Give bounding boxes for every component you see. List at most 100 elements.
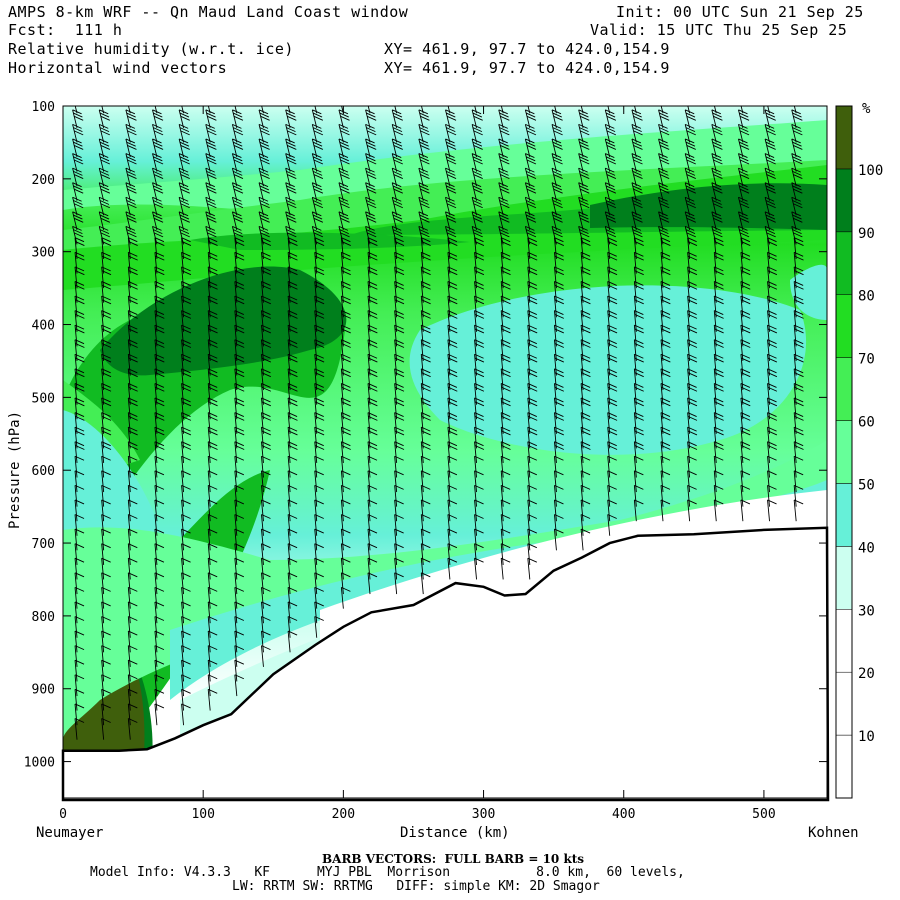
wind-barb-577 [447,455,458,478]
humidity-contour-16 [63,440,827,740]
wind-barb-601 [474,324,485,347]
wind-barb-427 [340,266,351,289]
colorbar-tick-8: 90 [858,226,875,242]
wind-barb-156 [154,441,165,463]
wind-barb-676 [527,455,538,478]
wind-barb-779 [631,138,643,158]
colorbar: 10 20 30 40 50 60 70 80 90 100 [835,105,883,799]
wind-barb-610 [474,455,484,478]
wind-barb-889 [713,470,724,493]
wind-barb-390 [314,266,325,289]
wind-barb-275 [234,310,245,332]
wind-barb-608 [474,426,485,449]
wind-barb-369 [287,514,298,536]
wind-barb-782 [631,182,643,201]
wind-barb-873 [713,237,724,260]
wind-barb-866 [711,138,723,158]
wind-barb-144 [154,266,165,289]
wind-barb-972 [793,412,804,434]
wind-barb-252 [207,586,218,609]
wind-barb-716 [578,109,590,128]
wind-barb-895 [738,138,750,158]
wind-barb-388 [314,237,325,260]
wind-barb-358 [287,353,298,376]
wind-barb-321 [261,382,272,405]
wind-barb-200 [181,455,191,478]
wind-barb-296 [234,616,245,638]
wind-barb-436 [340,397,351,420]
wind-barb-643 [500,455,511,478]
wind-barb-955 [791,167,803,187]
wind-barb-746 [607,106,616,114]
wind-barb-514 [394,528,404,551]
wind-barb-181 [178,182,190,201]
wind-barb-142 [154,237,165,260]
wind-barb-338 [261,630,271,653]
wind-barb-749 [604,138,617,158]
wind-barb-759 [607,281,618,303]
wind-barb-620 [498,123,510,143]
wind-barb-298 [234,645,245,667]
wind-barb-728 [580,281,591,303]
wind-barb-565 [447,281,458,303]
wind-barb-151 [154,368,165,391]
wind-barb-970 [793,382,804,405]
wind-barb-684 [554,106,563,114]
wind-barb-389 [314,251,325,274]
humidity-contour-7 [100,266,347,376]
x-axis-label: Distance (km) [400,825,510,841]
wind-barb-826 [660,397,671,420]
wind-barb-609 [474,441,485,463]
wind-barb-627 [498,225,510,245]
wind-barb-194 [181,368,192,391]
wind-barb-856 [687,412,698,434]
wind-barb-481 [367,543,378,565]
wind-barb-817 [660,266,671,289]
wind-barb-131 [127,718,138,740]
wind-barb-146 [154,295,165,318]
wind-barb-379 [311,109,324,128]
wind-barb-178 [178,138,190,158]
wind-barb-300 [234,674,245,697]
wind-barb-824 [660,368,671,391]
wind-barb-516 [394,557,404,580]
wind-barb-828 [660,426,671,449]
wind-barb-183 [178,211,190,230]
y-tick-label-0: 100 [32,100,55,115]
wind-barb-270 [234,237,245,260]
wind-barb-201 [181,470,191,493]
wind-barb-618 [500,106,510,114]
wind-barb-612 [474,484,484,507]
y-tick-label-7: 800 [32,610,55,625]
wind-barb-788 [633,266,644,289]
wind-barb-116 [127,499,138,522]
wind-barb-966 [793,324,804,347]
wind-barb-833 [660,499,671,522]
wind-barb-505 [394,397,405,420]
wind-barb-456 [365,182,377,201]
wind-barb-735 [580,382,591,405]
wind-barb-672 [527,397,538,420]
wind-barb-482 [367,557,378,580]
wind-barb-934 [767,281,778,303]
wind-barb-157 [154,455,165,478]
cross-section-xy-1: XY= 461.9, 97.7 to 424.0,154.9 [384,40,670,58]
wind-barb-561 [445,225,457,245]
wind-barb-26 [74,470,85,493]
wind-barb-626 [498,211,510,230]
wind-barb-718 [578,138,590,158]
wind-barb-851 [687,339,698,361]
wind-barb-135 [152,138,164,158]
wind-barb-978 [793,499,804,522]
wind-barb-435 [340,382,351,405]
wind-barb-109 [127,397,138,420]
wind-barb-804 [633,499,644,522]
wind-barb-678 [527,484,538,507]
wind-barb-422 [338,196,350,216]
wind-barb-39 [74,659,85,682]
wind-barb-688 [551,153,563,172]
wind-barb-855 [687,397,698,420]
wind-barb-483 [367,572,378,595]
wind-barb-309 [258,211,270,230]
wind-barb-317 [261,324,272,347]
